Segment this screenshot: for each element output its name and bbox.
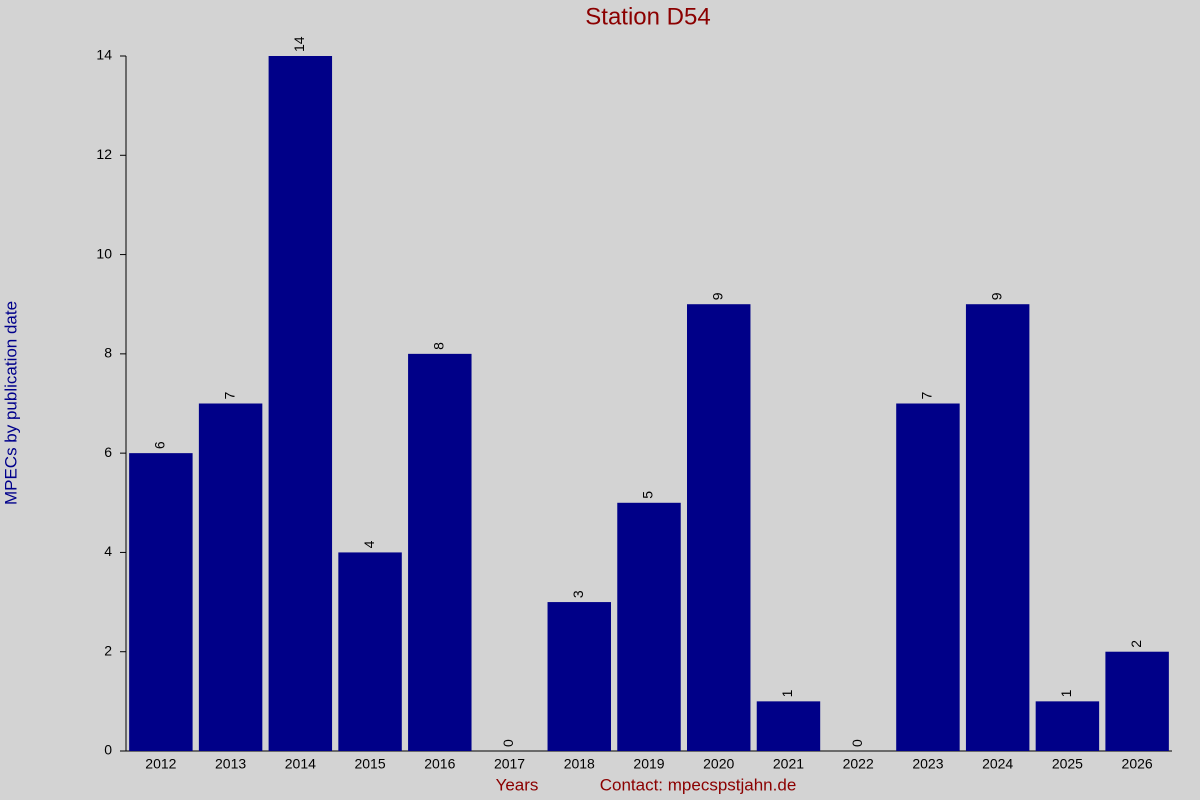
bar [129, 453, 193, 751]
x-axis-label: Years [496, 775, 539, 794]
bar [338, 552, 402, 751]
bar [896, 403, 960, 751]
y-axis-label: MPECs by publication date [1, 301, 20, 505]
value-label: 7 [919, 392, 935, 400]
value-label: 0 [849, 739, 865, 747]
bar [198, 403, 263, 751]
value-label: 8 [431, 342, 447, 350]
x-tick-label: 2019 [633, 756, 664, 772]
bar [965, 304, 1030, 751]
x-tick-label: 2012 [145, 756, 176, 772]
chart-title: Station D54 [585, 3, 710, 30]
bar [408, 353, 472, 751]
value-label: 9 [709, 292, 725, 300]
value-label: 7 [221, 392, 237, 400]
bar [617, 502, 681, 751]
value-label: 6 [152, 441, 168, 449]
bar [547, 602, 611, 751]
y-tick-label: 4 [104, 543, 112, 559]
x-tick-label: 2025 [1052, 756, 1083, 772]
value-label: 9 [988, 292, 1004, 300]
bar [687, 304, 751, 751]
x-tick-label: 2021 [773, 756, 804, 772]
x-tick-label: 2020 [703, 756, 734, 772]
y-tick-label: 14 [96, 47, 112, 63]
value-label: 1 [779, 689, 795, 697]
value-label: 3 [570, 590, 586, 598]
y-tick-label: 12 [96, 146, 112, 162]
x-tick-label: 2013 [215, 756, 246, 772]
y-tick-label: 8 [104, 345, 112, 361]
x-tick-label: 2022 [843, 756, 874, 772]
x-tick-label: 2016 [424, 756, 455, 772]
y-tick-label: 0 [104, 742, 112, 758]
y-tick-label: 2 [104, 642, 112, 658]
x-tick-label: 2018 [564, 756, 595, 772]
x-tick-label: 2024 [982, 756, 1013, 772]
y-tick-label: 6 [104, 444, 112, 460]
x-tick-label: 2026 [1122, 756, 1153, 772]
y-tick-label: 10 [96, 245, 112, 261]
value-label: 14 [291, 36, 307, 52]
contact-note: Contact: mpecspstjahn.de [600, 775, 797, 794]
x-tick-label: 2015 [354, 756, 385, 772]
x-tick-label: 2014 [285, 756, 316, 772]
value-label: 2 [1128, 640, 1144, 648]
value-label: 0 [500, 739, 516, 747]
bar [1105, 651, 1169, 751]
value-label: 5 [640, 491, 656, 499]
value-label: 4 [361, 540, 377, 548]
bar [268, 56, 333, 751]
x-tick-label: 2023 [912, 756, 943, 772]
value-label: 1 [1058, 689, 1074, 697]
bar [756, 701, 821, 751]
bar [1035, 701, 1100, 751]
x-tick-label: 2017 [494, 756, 525, 772]
